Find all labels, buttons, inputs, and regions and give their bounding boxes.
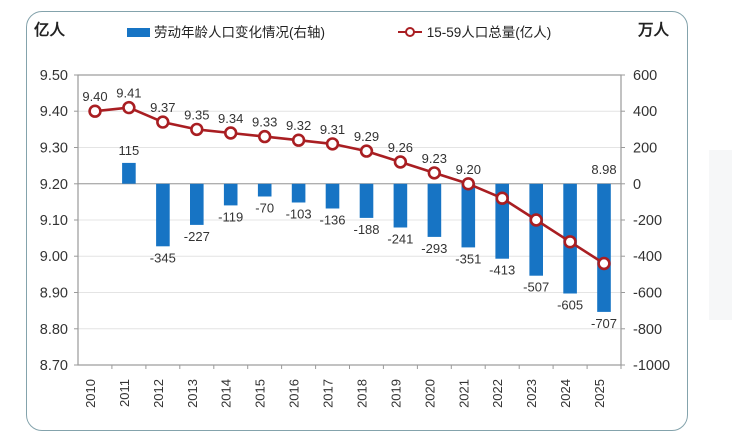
svg-text:2021: 2021 [456,379,471,408]
svg-text:9.26: 9.26 [388,140,413,155]
svg-text:2023: 2023 [524,379,539,408]
svg-text:8.70: 8.70 [40,358,68,374]
svg-text:9.10: 9.10 [40,213,68,229]
svg-text:2010: 2010 [83,379,98,408]
svg-text:-1000: -1000 [633,358,670,374]
svg-text:400: 400 [633,104,657,120]
svg-text:2011: 2011 [117,379,132,407]
svg-text:9.33: 9.33 [252,115,277,130]
svg-text:2016: 2016 [287,379,302,408]
svg-text:115: 115 [119,143,140,158]
svg-text:8.98: 8.98 [591,162,616,177]
svg-text:-413: -413 [489,263,515,278]
svg-text:9.00: 9.00 [40,249,68,265]
svg-text:-293: -293 [421,241,447,256]
svg-text:9.23: 9.23 [422,151,447,166]
svg-text:9.40: 9.40 [40,104,68,120]
svg-text:-200: -200 [633,213,662,229]
svg-text:-351: -351 [455,251,481,266]
svg-text:-136: -136 [319,212,345,227]
svg-text:-103: -103 [286,206,312,221]
svg-text:-707: -707 [591,316,617,331]
svg-text:9.41: 9.41 [116,86,141,101]
svg-text:9.50: 9.50 [40,68,68,84]
svg-text:2018: 2018 [355,379,370,408]
svg-text:9.37: 9.37 [150,100,175,115]
svg-text:-345: -345 [150,250,176,265]
svg-text:-227: -227 [184,229,210,244]
svg-text:200: 200 [633,141,657,157]
svg-text:2017: 2017 [321,379,336,408]
svg-text:-241: -241 [387,231,413,246]
svg-text:9.29: 9.29 [354,129,379,144]
svg-text:-400: -400 [633,249,662,265]
svg-text:-800: -800 [633,322,662,338]
svg-text:9.20: 9.20 [40,177,68,193]
svg-text:-70: -70 [255,200,274,215]
svg-text:2015: 2015 [253,379,268,408]
svg-text:0: 0 [633,177,641,193]
svg-text:9.30: 9.30 [40,141,68,157]
svg-text:2022: 2022 [490,379,505,408]
svg-text:2012: 2012 [151,379,166,408]
svg-text:9.32: 9.32 [286,118,311,133]
svg-text:-600: -600 [633,286,662,302]
svg-text:2020: 2020 [422,379,437,408]
svg-text:2025: 2025 [592,379,607,408]
svg-text:-605: -605 [557,297,583,312]
svg-text:-507: -507 [523,280,549,295]
svg-text:600: 600 [633,68,657,84]
svg-text:9.20: 9.20 [456,162,481,177]
svg-text:2013: 2013 [185,379,200,408]
svg-text:9.34: 9.34 [218,111,243,126]
svg-text:8.80: 8.80 [40,322,68,338]
svg-text:2014: 2014 [219,379,234,408]
svg-text:-119: -119 [218,209,243,224]
svg-text:9.31: 9.31 [320,122,345,137]
svg-text:2019: 2019 [388,379,403,408]
svg-text:-188: -188 [353,222,379,237]
svg-text:8.90: 8.90 [40,286,68,302]
svg-text:9.35: 9.35 [184,107,209,122]
svg-text:9.40: 9.40 [82,89,107,104]
svg-text:2024: 2024 [558,379,573,408]
